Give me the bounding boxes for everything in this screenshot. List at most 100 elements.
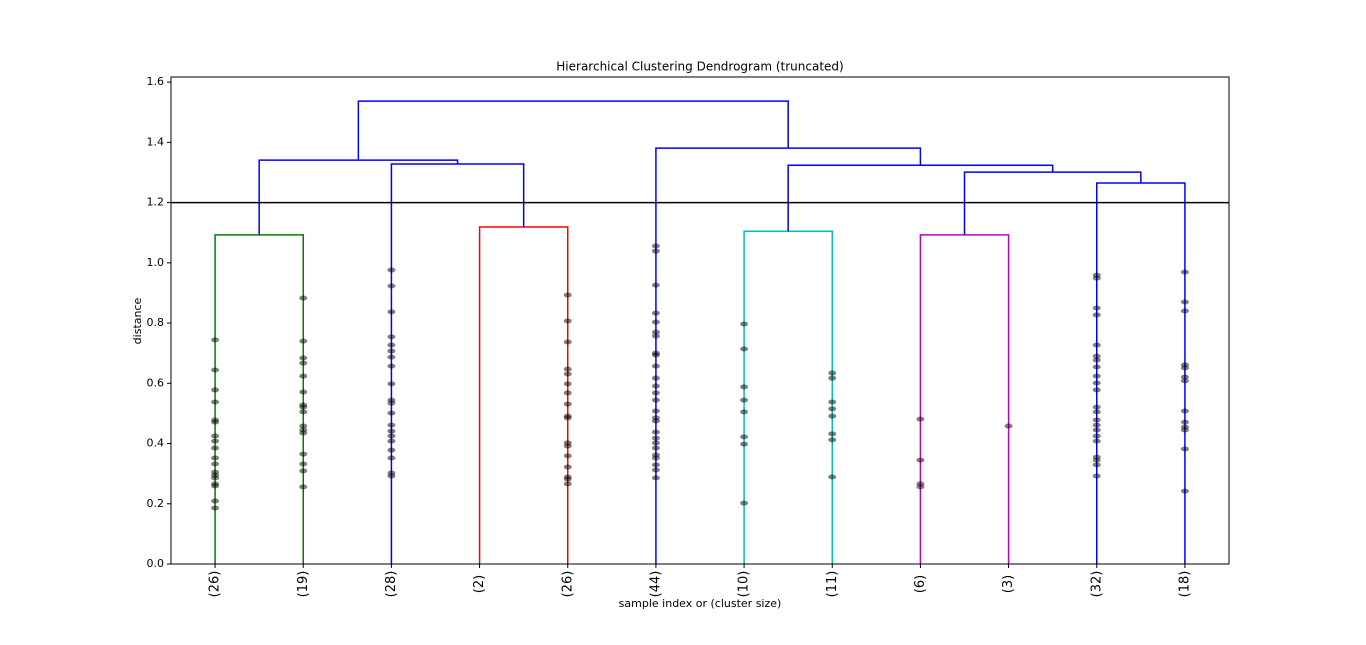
point: [387, 422, 396, 428]
point: [563, 476, 572, 482]
point: [387, 283, 396, 289]
point: [651, 383, 660, 389]
point: [828, 431, 837, 437]
point: [1092, 353, 1101, 359]
point: [651, 329, 660, 335]
point: [211, 445, 220, 451]
point: [211, 483, 220, 489]
point: [299, 430, 308, 436]
plot-frame: [170, 76, 1230, 565]
y-axis-label: distance: [131, 297, 144, 344]
point: [651, 390, 660, 396]
point: [1092, 305, 1101, 311]
y-tick-label: 0.4: [147, 437, 165, 450]
point: [387, 438, 396, 444]
point: [211, 498, 220, 504]
point: [1180, 408, 1189, 414]
point: [651, 435, 660, 441]
point: [299, 451, 308, 457]
point: [1092, 409, 1101, 415]
point: [651, 462, 660, 468]
x-tick-label: (11): [825, 571, 840, 598]
point: [651, 397, 660, 403]
point: [387, 334, 396, 340]
point: [563, 339, 572, 345]
point: [387, 267, 396, 273]
point: [916, 457, 925, 463]
point: [387, 381, 396, 387]
point: [299, 484, 308, 490]
y-tick-label: 1.4: [147, 135, 165, 148]
point: [740, 434, 749, 440]
point: [299, 360, 308, 366]
point: [387, 309, 396, 315]
point: [828, 370, 837, 376]
point: [828, 406, 837, 412]
point: [387, 354, 396, 360]
point: [563, 415, 572, 421]
point: [1092, 438, 1101, 444]
point: [1092, 462, 1101, 468]
link: [357, 100, 789, 161]
point: [740, 409, 749, 415]
y-tick-label: 1.0: [147, 256, 165, 269]
x-tick-label: (10): [737, 571, 752, 598]
point: [387, 363, 396, 369]
point: [651, 418, 660, 424]
point: [211, 475, 220, 481]
point: [1180, 378, 1189, 384]
point: [1092, 275, 1101, 281]
point: [563, 453, 572, 459]
link: [1096, 182, 1186, 564]
point: [211, 461, 220, 467]
point: [1092, 380, 1101, 386]
point: [563, 401, 572, 407]
x-tick-label: (26): [208, 571, 223, 598]
point: [299, 295, 308, 301]
point: [828, 399, 837, 405]
point: [916, 416, 925, 422]
point: [1092, 357, 1101, 363]
point: [387, 455, 396, 461]
point: [651, 429, 660, 435]
point: [1092, 433, 1101, 439]
x-tick-label: (44): [648, 571, 663, 598]
point: [1180, 419, 1189, 425]
point: [828, 437, 837, 443]
point: [1180, 299, 1189, 305]
point: [1180, 269, 1189, 275]
point: [563, 318, 572, 324]
point: [1092, 387, 1101, 393]
y-tick-label: 0.6: [147, 376, 165, 389]
point: [1092, 312, 1101, 318]
point: [828, 375, 837, 381]
point: [1092, 364, 1101, 370]
point: [563, 464, 572, 470]
point: [651, 375, 660, 381]
point: [1004, 423, 1013, 429]
point: [1180, 427, 1189, 433]
point: [387, 410, 396, 416]
point: [1180, 374, 1189, 380]
point: [299, 468, 308, 474]
point: [387, 428, 396, 434]
chart-title: Hierarchical Clustering Dendrogram (trun…: [556, 60, 843, 74]
point: [1092, 373, 1101, 379]
point: [651, 467, 660, 473]
point: [211, 505, 220, 511]
link: [214, 234, 304, 564]
link: [919, 234, 1010, 564]
x-tick-label: (26): [560, 571, 575, 598]
point: [651, 248, 660, 254]
point: [299, 338, 308, 344]
point: [299, 373, 308, 379]
point: [211, 387, 220, 393]
point: [387, 473, 396, 479]
point: [1092, 404, 1101, 410]
y-tick-label: 0.8: [147, 316, 165, 329]
point: [299, 404, 308, 410]
point: [828, 474, 837, 480]
x-tick-label: (6): [913, 575, 928, 593]
y-tick-label: 0.0: [147, 557, 165, 570]
